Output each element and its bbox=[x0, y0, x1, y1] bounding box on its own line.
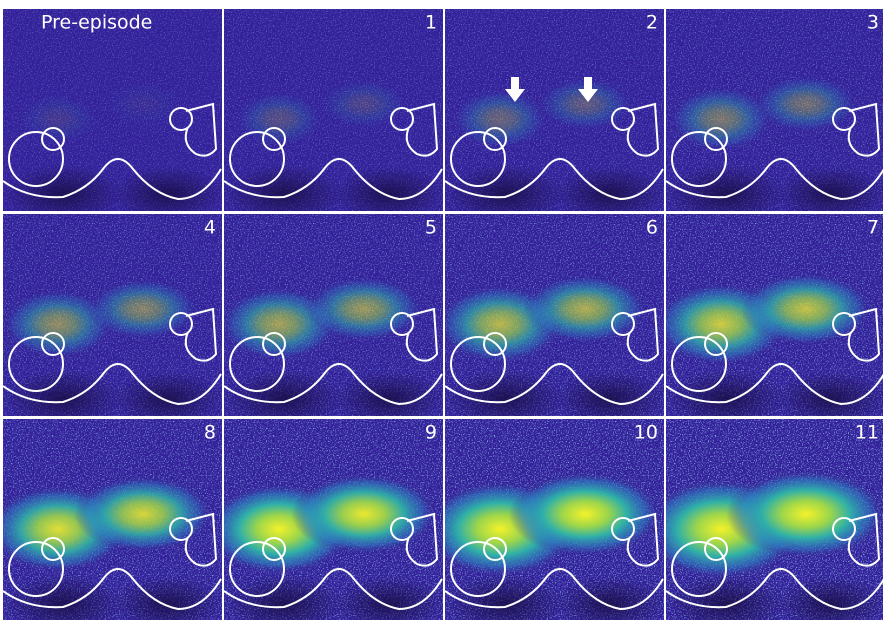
image-panel: 8 bbox=[0, 419, 223, 620]
panel-label: 7 bbox=[867, 217, 879, 239]
shadow bbox=[555, 371, 665, 427]
panel-label: 5 bbox=[425, 217, 437, 239]
image-panel: 1 bbox=[224, 9, 444, 224]
image-panel: 4 bbox=[3, 214, 223, 429]
figure: Pre-episode 1 2 3 4 5 6 7 8 9 10 11 bbox=[0, 0, 883, 620]
signal bbox=[320, 80, 407, 128]
shadow bbox=[776, 166, 883, 222]
image-panel: 2 bbox=[445, 9, 665, 224]
panel-content bbox=[666, 9, 883, 224]
signal bbox=[291, 474, 436, 554]
signal bbox=[306, 277, 422, 341]
panel-content bbox=[445, 9, 665, 224]
signal bbox=[18, 94, 98, 144]
page: Pre-episode1234567891011 (() => { const … bbox=[0, 0, 883, 620]
panel-label: 9 bbox=[425, 422, 437, 444]
signal bbox=[88, 279, 197, 339]
panel-label: 6 bbox=[646, 217, 658, 239]
panel-label: 1 bbox=[425, 12, 437, 34]
image-panel: 6 bbox=[438, 214, 665, 429]
panel-content bbox=[3, 9, 223, 224]
image-panel: 10 bbox=[424, 419, 665, 620]
panel-content bbox=[424, 419, 665, 620]
panel-label: 2 bbox=[646, 12, 658, 34]
signal bbox=[726, 470, 883, 558]
panel-label: 8 bbox=[204, 422, 216, 444]
image-panel: 5 bbox=[221, 214, 444, 429]
panel-label: 3 bbox=[867, 12, 879, 34]
shadow bbox=[776, 371, 883, 427]
signal bbox=[74, 476, 212, 552]
image-panel: 3 bbox=[666, 9, 883, 224]
panel-content bbox=[0, 419, 223, 620]
panel-label: Pre-episode bbox=[41, 12, 152, 34]
image-panel: 9 bbox=[206, 419, 444, 620]
image-panel: 7 bbox=[656, 214, 883, 429]
panel-content bbox=[656, 214, 883, 429]
shadow bbox=[555, 166, 665, 222]
panel-label: 4 bbox=[204, 217, 216, 239]
image-panel: Pre-episode bbox=[3, 9, 223, 224]
panel-content bbox=[641, 419, 883, 620]
signal bbox=[509, 472, 662, 556]
panel-label: 10 bbox=[634, 422, 658, 444]
panel-content bbox=[224, 9, 444, 224]
panel-content bbox=[206, 419, 444, 620]
shadow bbox=[334, 371, 444, 427]
shadow bbox=[334, 166, 444, 222]
shadow bbox=[113, 166, 223, 222]
panel-content bbox=[221, 214, 444, 429]
signal bbox=[755, 76, 857, 132]
image-panel: 11 bbox=[641, 419, 883, 620]
panel-label: 11 bbox=[855, 422, 879, 444]
signal bbox=[670, 87, 772, 151]
panel-grid: Pre-episode 1 2 3 4 5 6 7 8 9 10 11 bbox=[0, 9, 883, 620]
panel-content bbox=[3, 214, 223, 429]
panel-content bbox=[438, 214, 665, 429]
signal bbox=[235, 92, 322, 147]
shadow bbox=[113, 371, 223, 427]
signal bbox=[453, 89, 548, 148]
signal bbox=[741, 273, 872, 345]
